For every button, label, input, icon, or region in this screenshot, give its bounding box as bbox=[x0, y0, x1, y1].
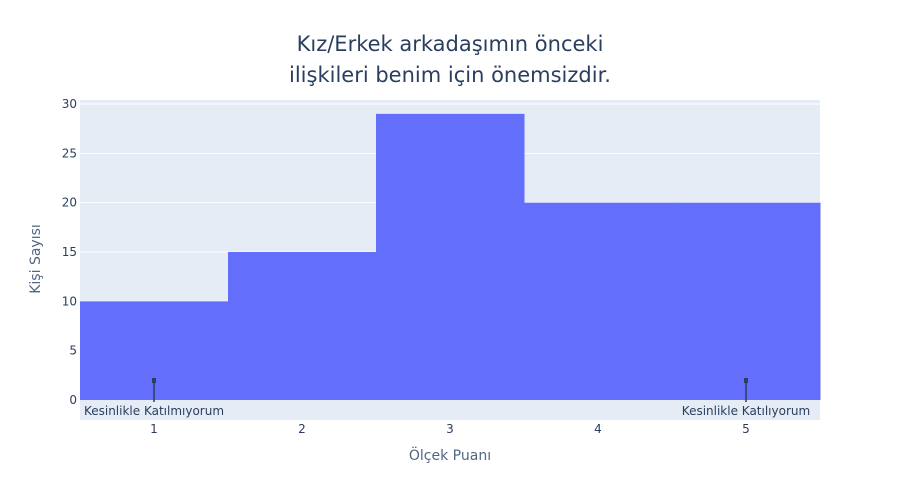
bar-2[interactable] bbox=[228, 252, 377, 400]
y-tick-label: 30 bbox=[62, 97, 77, 111]
x-tick-label: 5 bbox=[742, 422, 750, 436]
bar-5[interactable] bbox=[672, 202, 821, 400]
y-tick-label: 20 bbox=[62, 196, 77, 210]
x-tick-label: 3 bbox=[446, 422, 454, 436]
annotation-arrow-head bbox=[152, 378, 156, 383]
y-tick-label: 25 bbox=[62, 146, 77, 160]
chart-title-line-2: ilişkileri benim için önemsizdir. bbox=[289, 63, 611, 87]
y-tick-label: 5 bbox=[69, 344, 77, 358]
y-tick-label: 0 bbox=[69, 393, 77, 407]
x-tick-label: 1 bbox=[150, 422, 158, 436]
annotations: Kesinlikle Katılmıyorum Kesinlikle Katılı… bbox=[84, 378, 810, 418]
annotation-label: Kesinlikle Katılıyorum bbox=[682, 404, 810, 418]
x-axis-title: Ölçek Puanı bbox=[409, 446, 491, 464]
bar-3[interactable] bbox=[376, 113, 525, 400]
chart-title-line-1: Kız/Erkek arkadaşımın önceki bbox=[297, 32, 604, 56]
x-tick-label: 2 bbox=[298, 422, 306, 436]
annotation-arrow-head bbox=[744, 378, 748, 383]
y-tick-labels: 0 5 10 15 20 25 30 bbox=[62, 97, 77, 407]
y-axis-title: Kişi Sayısı bbox=[28, 224, 44, 294]
y-tick-label: 15 bbox=[62, 245, 77, 259]
x-tick-labels: 1 2 3 4 5 bbox=[150, 422, 750, 436]
bars bbox=[80, 113, 821, 400]
x-tick-label: 4 bbox=[594, 422, 602, 436]
annotation-label: Kesinlikle Katılmıyorum bbox=[84, 404, 224, 418]
bar-4[interactable] bbox=[524, 202, 673, 400]
y-tick-label: 10 bbox=[62, 294, 77, 308]
